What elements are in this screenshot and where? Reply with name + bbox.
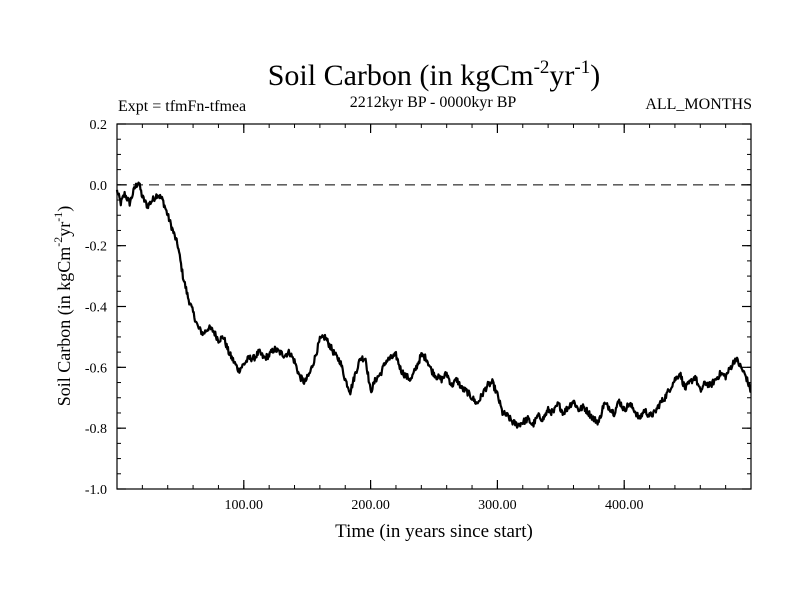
x-tick-label: 300.00: [478, 498, 517, 513]
y-axis-label: Soil Carbon (in kgCm-2yr-1): [51, 206, 75, 407]
plot-frame: [116, 123, 752, 490]
chart-title: Soil Carbon (in kgCm-2yr-1): [268, 57, 601, 92]
y-tick-label: -0.8: [85, 422, 107, 437]
series-line-soil-carbon: [115, 181, 752, 429]
experiment-label: Expt = tfmFn-tfmea: [118, 98, 246, 115]
x-tick-label: 200.00: [351, 498, 390, 513]
x-axis-label: Time (in years since start): [335, 521, 533, 542]
y-tick-label: -0.2: [85, 240, 107, 255]
y-tick-label: -1.0: [85, 483, 107, 498]
y-axis-ticks: 0.2 0.0 -0.2 -0.4 -0.6 -0.8 -1.0: [85, 118, 751, 498]
minor-ticks: [116, 123, 752, 490]
period-label: 2212kyr BP - 0000kyr BP: [350, 94, 517, 111]
y-tick-label: -0.6: [85, 361, 107, 376]
y-tick-label: 0.2: [90, 118, 108, 133]
x-tick-label: 100.00: [225, 498, 264, 513]
season-label: ALL_MONTHS: [645, 96, 752, 113]
y-tick-label: 0.0: [90, 179, 108, 194]
x-axis-ticks: 100.00 200.00 300.00 400.00: [225, 124, 644, 513]
y-tick-label: -0.4: [85, 301, 107, 316]
x-tick-label: 400.00: [605, 498, 644, 513]
